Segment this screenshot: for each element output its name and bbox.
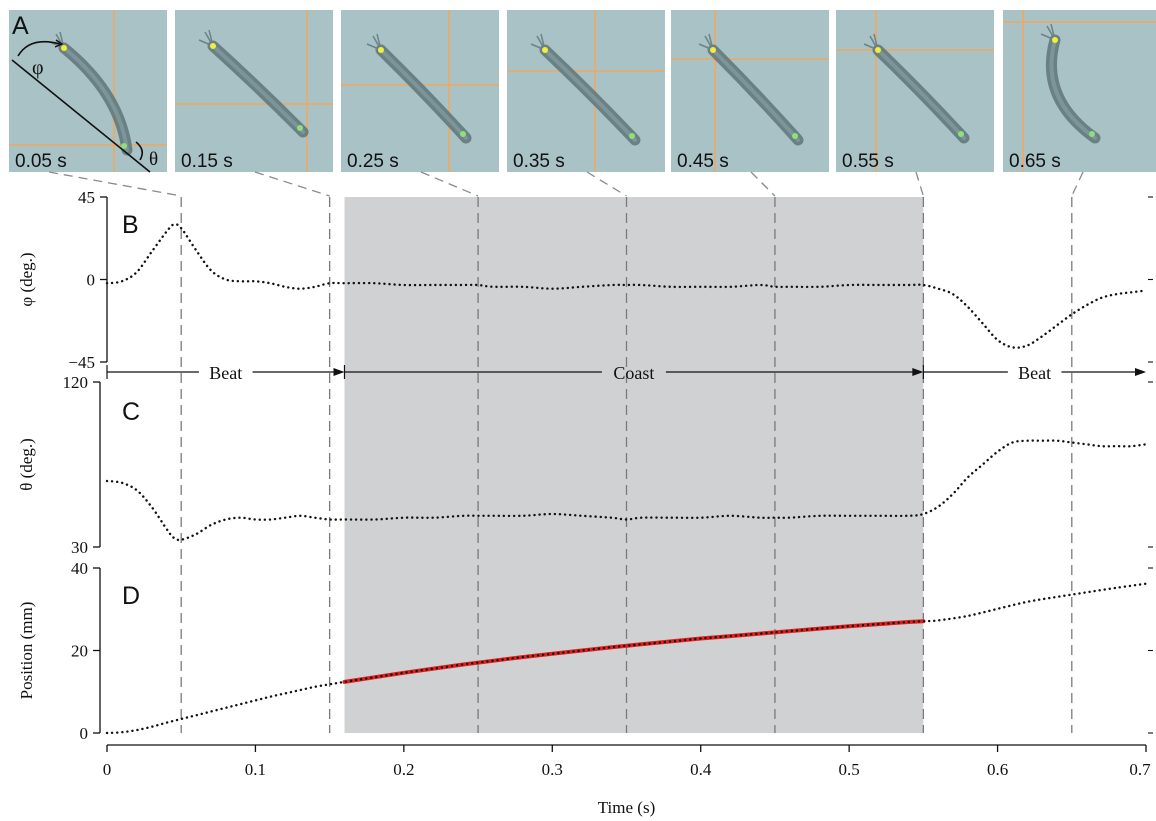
frame-time-label: 0.65 s [1009,151,1061,172]
data-series-line [105,223,1148,349]
x-tick-label: 0.4 [690,760,712,779]
phase-beat: Beat [106,363,345,383]
frame-time-label: 0.25 s [347,151,399,172]
head-marker [1089,131,1095,137]
y-tick-label: −45 [68,353,95,372]
x-tick-label: 0.1 [245,760,266,779]
tail-tip-marker [875,47,881,53]
phase-coast: Coast [343,363,924,383]
phi-symbol: φ [32,57,44,79]
fish-spine [543,48,637,142]
y-tick-label: 0 [80,724,89,743]
chart-panel-d: 40 20 0 Position (mm) D [17,559,1153,743]
phase-arrowhead [1135,368,1146,376]
x-tick-label: 0 [103,760,112,779]
tail-tip-marker [542,47,548,53]
frame-time-label: 0.35 s [513,151,565,172]
x-tick-label: 0.5 [839,760,860,779]
x-tick-label: 0.2 [393,760,414,779]
x-tick-label: 0.3 [542,760,563,779]
body-axis-line [11,59,151,173]
panel-letter-a: A [12,12,29,40]
panel-letter: D [122,582,140,610]
frame-connector [915,171,924,197]
fish-spine [1049,38,1097,140]
head-marker [297,125,303,131]
frame-connectors [48,171,1084,197]
frame-connector [586,171,627,197]
video-frame: 0.55 s [836,10,994,172]
y-tick-label: 45 [78,188,95,207]
frame-time-label: 0.15 s [181,151,233,172]
chart-panel-b: 45 0 −45 φ (deg.) B [17,188,1153,372]
data-series-line [105,439,1148,542]
frame-connector [420,171,479,197]
frame-time-label: 0.55 s [842,151,894,172]
coast-shading [344,197,924,733]
panel-letter: B [122,211,139,239]
phase-arrowhead [333,368,345,376]
y-tick-label: 20 [71,642,88,661]
chart-panel-c: 120 30 θ (deg.) C [17,373,1153,557]
tail-tip-marker [1052,37,1058,43]
frame-connector [750,171,776,197]
y-tick-label: 40 [71,559,88,578]
phase-arrowhead [912,368,924,376]
x-tick-label: 0.7 [1129,760,1151,779]
frame-time-label: 0.45 s [677,151,729,172]
video-frame-background [1003,10,1156,172]
frame-connector [48,171,182,197]
head-marker [629,133,635,139]
video-frame: 0.65 s [1003,10,1156,172]
video-frame: 0.35 s [507,10,665,172]
y-axis-label: θ (deg.) [17,438,36,491]
video-frame: 0.05 s [9,10,167,172]
phase-beat: Beat [922,363,1146,383]
y-axis-label: Position (mm) [17,602,36,700]
fish-spine [876,48,966,140]
fish-spine [62,46,129,152]
chart-panels: 45 0 −45 φ (deg.) B 120 30 θ (deg.) C 40 20 0 Positi… [17,188,1153,743]
data-series-line [105,582,1148,735]
head-marker [958,131,964,137]
phase-label: Beat [209,363,242,383]
fit-line [342,619,926,684]
y-tick-label: 30 [71,538,88,557]
tail-tip-marker [378,47,384,53]
fish-spine [379,48,468,140]
frame-connector [1071,171,1084,197]
phase-label: Beat [1018,363,1051,383]
fish-spine [211,44,305,134]
panel-letter: C [122,398,140,426]
x-axis-label: Time (s) [598,798,655,817]
video-frame: 0.25 s [341,10,499,172]
tail-tip-marker [61,45,67,51]
head-marker [460,131,466,137]
phi-angle-arc [17,40,61,57]
head-marker [792,133,798,139]
video-frame: 0.45 s [671,10,829,172]
video-frame-background [9,10,167,172]
y-axis-label: φ (deg.) [17,252,36,306]
video-frame: 0.15 s [175,10,333,172]
head-marker [121,143,127,149]
phase-annotations: Beat Coast Beat [106,363,1146,383]
frame-connector [254,171,330,197]
y-tick-label: 0 [87,271,96,290]
frames-row: 0.05 s 0.15 s 0.25 s 0.35 s 0.45 s 0.55 s 0.65… [9,10,1156,173]
y-tick-label: 120 [63,373,89,392]
tail-tip-marker [210,43,216,49]
x-axis: Time (s) 0 0.1 0.2 0.3 0.4 0.5 0.6 0.7 [103,744,1151,817]
tail-tip-marker [710,47,716,53]
theta-symbol: θ [149,149,158,170]
x-tick-label: 0.6 [987,760,1008,779]
phi-arrowhead [54,39,64,48]
phase-label: Coast [613,363,654,383]
fish-spine [711,48,800,142]
frame-time-label: 0.05 s [15,151,67,172]
theta-angle-arc [135,141,144,161]
frame-guide-lines [180,197,1073,733]
